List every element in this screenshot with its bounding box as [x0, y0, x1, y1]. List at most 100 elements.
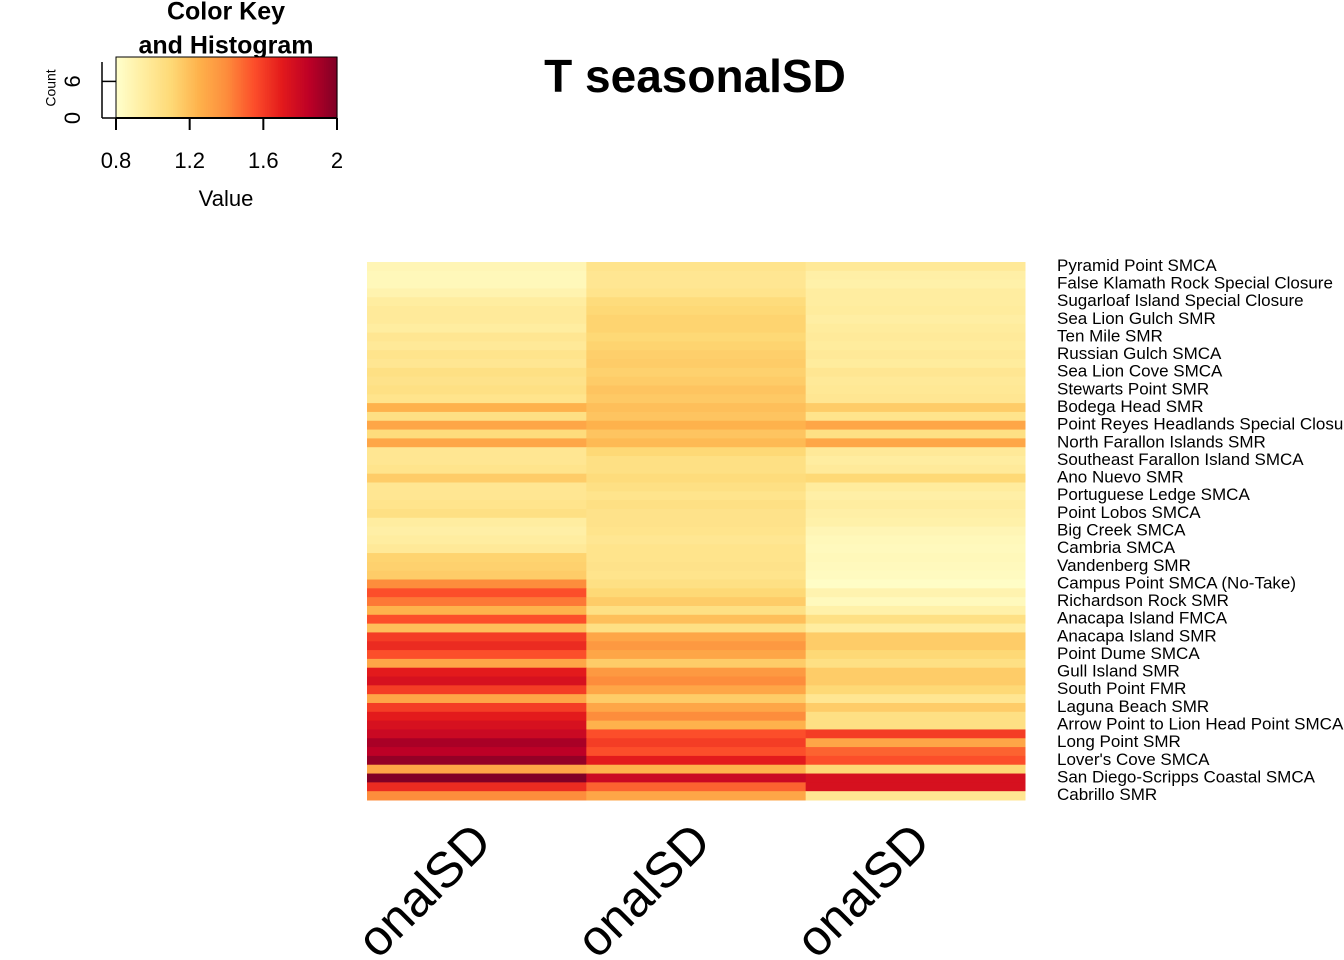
heatmap-cell: [586, 747, 807, 757]
heatmap-cell: [367, 632, 587, 642]
key-swatch: [184, 57, 187, 118]
heatmap-cell: [367, 747, 587, 757]
heatmap-cell: [367, 288, 587, 298]
heatmap-cell: [586, 473, 807, 483]
row-label: Stewarts Point SMR: [1057, 379, 1209, 398]
key-swatch: [254, 57, 257, 118]
key-swatch: [241, 57, 244, 118]
heatmap-cell: [805, 314, 1026, 325]
heatmap-cell: [586, 641, 807, 651]
heatmap-cell: [367, 411, 587, 422]
row-label: Sea Lion Cove SMCA: [1057, 362, 1223, 381]
key-x-tick-label: 0.8: [101, 148, 132, 173]
heatmap-cell: [586, 350, 807, 360]
heatmap-cell: [586, 482, 807, 492]
heatmap-cell: [586, 323, 807, 334]
key-swatch: [198, 57, 202, 118]
row-label: Arrow Point to Lion Head Point SMCA: [1057, 715, 1344, 734]
heatmap-cell: [586, 306, 807, 316]
heatmap-cell: [367, 526, 587, 536]
heatmap-cell: [586, 429, 807, 439]
row-label: Campus Point SMCA (No-Take): [1057, 573, 1296, 592]
key-swatch: [136, 57, 139, 118]
heatmap-cell: [805, 411, 1026, 422]
heatmap-cell: [367, 667, 587, 678]
heatmap-cell: [586, 588, 807, 598]
heatmap-cell: [805, 350, 1026, 360]
heatmap-cell: [367, 694, 587, 704]
key-swatch: [217, 57, 220, 118]
key-swatch: [259, 57, 263, 118]
key-x-tick-label: 1.2: [174, 148, 205, 173]
heatmap-cell: [367, 623, 587, 633]
key-swatch: [335, 57, 338, 118]
heatmap-cell: [367, 429, 587, 439]
heatmap-cell: [586, 720, 807, 730]
heatmap-cell: [586, 341, 807, 351]
key-swatch: [162, 57, 165, 118]
column-label: onalSD: [785, 813, 941, 960]
key-swatch: [149, 57, 152, 118]
row-label: Long Point SMR: [1057, 732, 1181, 751]
key-swatch: [309, 57, 312, 118]
key-swatch: [154, 57, 158, 118]
heatmap-cell: [805, 694, 1026, 704]
key-swatch: [283, 57, 287, 118]
heatmap-cell: [805, 517, 1026, 528]
heatmap-cell: [805, 729, 1026, 739]
key-swatch: [180, 57, 183, 118]
key-swatch: [244, 57, 248, 118]
heatmap-cell: [805, 597, 1026, 607]
heatmap-cell: [805, 755, 1026, 766]
heatmap-cell: [367, 403, 587, 413]
heatmap-cell: [586, 561, 807, 572]
heatmap-cell: [367, 535, 587, 545]
key-swatch: [274, 57, 277, 118]
heatmap-cell: [805, 367, 1026, 378]
heatmap-cell: [367, 711, 587, 722]
row-label: Point Reyes Headlands Special Closure: [1057, 415, 1344, 434]
key-swatch: [294, 57, 298, 118]
key-swatch: [233, 57, 237, 118]
key-swatch: [239, 57, 242, 118]
heatmap-cell: [586, 517, 807, 528]
key-swatch: [228, 57, 231, 118]
key-swatch: [123, 57, 126, 118]
heatmap-cell: [805, 341, 1026, 351]
heatmap-cell: [586, 544, 807, 554]
heatmap-cell: [586, 658, 807, 669]
key-swatch: [158, 57, 161, 118]
row-label: Richardson Rock SMR: [1057, 591, 1229, 610]
key-swatch: [152, 57, 156, 118]
key-swatch: [141, 57, 145, 118]
key-swatch: [255, 57, 259, 118]
heatmap-cell: [367, 376, 587, 386]
heatmap-cell: [586, 535, 807, 545]
heatmap-cell: [805, 782, 1026, 792]
heatmap-cell: [586, 420, 807, 431]
heatmap-cell: [586, 279, 807, 289]
key-swatch: [117, 57, 121, 118]
key-swatch: [230, 57, 233, 118]
row-label: South Point FMR: [1057, 679, 1186, 698]
key-swatch: [147, 57, 150, 118]
row-label: Point Lobos SMCA: [1057, 503, 1201, 522]
key-swatch: [329, 57, 333, 118]
heatmap-cell: [586, 570, 807, 581]
heatmap-cell: [805, 288, 1026, 298]
heatmap-cell: [367, 367, 587, 378]
key-swatch: [200, 57, 204, 118]
key-swatch: [185, 57, 189, 118]
heatmap-cell: [805, 438, 1026, 448]
heatmap-cell: [805, 297, 1026, 307]
key-swatch: [270, 57, 274, 118]
heatmap-cell: [586, 632, 807, 642]
heatmap-cell: [367, 473, 587, 483]
heatmap-cell: [586, 711, 807, 722]
key-swatch: [222, 57, 226, 118]
heatmap-cell: [586, 729, 807, 739]
row-label: Cabrillo SMR: [1057, 785, 1157, 804]
key-swatch: [305, 57, 309, 118]
heatmap-cell: [586, 526, 807, 536]
key-swatch: [287, 57, 290, 118]
